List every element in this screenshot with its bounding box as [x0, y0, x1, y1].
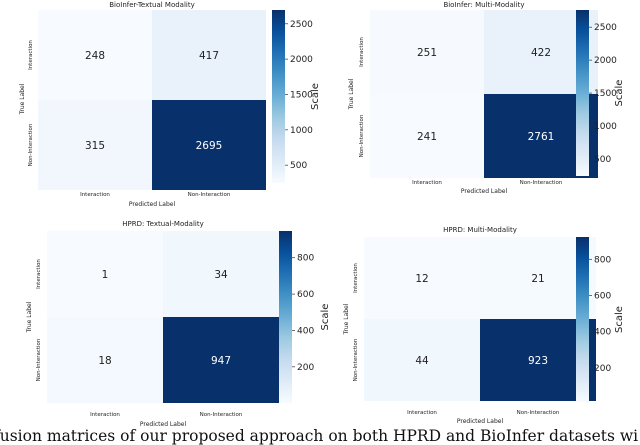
cell-value-label: 417 — [199, 50, 219, 62]
y-tick-label: Interaction — [353, 263, 359, 293]
colorbar-tick-label: 2500 — [594, 23, 617, 33]
colorbar-tick-label: 800 — [594, 255, 611, 265]
x-axis-label: Predicted Label — [129, 201, 176, 208]
heatmap-cell — [370, 10, 484, 94]
colorbar-tick-label: 500 — [594, 155, 611, 165]
y-tick-label: Interaction — [36, 259, 42, 289]
panel-title: BioInfer: Multi-Modality — [443, 1, 524, 9]
colorbar-tick-label: 800 — [297, 254, 314, 264]
panel-title: HPRD: Textual-Modality — [122, 220, 204, 228]
panel-title: HPRD: Multi-Modality — [443, 226, 517, 234]
heatmap-cell — [47, 231, 163, 317]
colorbar-tick-label: 1500 — [594, 89, 617, 99]
colorbar-tick-label: 1000 — [594, 122, 617, 132]
y-tick-label: Interaction — [359, 37, 365, 67]
colorbar-label: Scale — [320, 304, 331, 331]
cell-value-label: 2695 — [196, 140, 223, 152]
cell-value-label: 422 — [531, 47, 551, 59]
confusion-matrix-panel-3: HPRD: Textual-Modality 1 34 18 947 Interactio… — [26, 220, 331, 428]
y-tick-label: Non-Interaction — [353, 338, 359, 381]
cell-value-label: 315 — [85, 140, 105, 152]
x-tick-label: Interaction — [90, 412, 120, 418]
y-axis-label: True Label — [19, 83, 26, 115]
heatmap-cell — [38, 10, 152, 100]
heatmap-cell — [38, 100, 152, 190]
cell-value-label: 34 — [214, 269, 228, 281]
heatmap-cell — [152, 10, 266, 100]
heatmap-cell — [47, 317, 163, 403]
colorbar-tick-label: 2000 — [290, 55, 313, 65]
heatmap-cell — [163, 231, 279, 317]
cell-value-label: 44 — [415, 355, 429, 367]
x-axis-label: Predicted Label — [457, 418, 504, 425]
cell-value-label: 12 — [415, 273, 428, 285]
colorbar — [279, 231, 292, 403]
y-tick-label: Non-Interaction — [359, 114, 365, 157]
colorbar-tick-label: 400 — [297, 326, 314, 336]
colorbar — [272, 10, 285, 183]
colorbar-tick-label: 600 — [594, 292, 611, 302]
heatmap-cell — [152, 100, 266, 190]
figure-caption: fusion matrices of our proposed approach… — [0, 428, 639, 445]
colorbar-tick-label: 1500 — [290, 90, 313, 100]
confusion-matrix-panel-2: BioInfer: Multi-Modality 251 422 241 2761 Int… — [348, 1, 625, 195]
cell-value-label: 21 — [531, 273, 544, 285]
colorbar-tick-label: 600 — [297, 290, 314, 300]
cell-value-label: 2761 — [528, 131, 555, 143]
confusion-matrix-panel-1: BioInfer-Textual Modality 248 417 315 2695 In… — [19, 1, 321, 208]
y-axis-label: True Label — [343, 303, 350, 335]
y-axis-label: True Label — [26, 301, 33, 333]
x-tick-label: Interaction — [407, 410, 437, 416]
cell-value-label: 923 — [528, 355, 548, 367]
colorbar-tick-label: 200 — [594, 364, 611, 374]
colorbar-label: Scale — [310, 83, 321, 110]
y-tick-label: Interaction — [28, 40, 34, 70]
x-tick-label: Non-Interaction — [517, 410, 560, 416]
x-axis-label: Predicted Label — [461, 188, 508, 195]
colorbar-tick-label: 2000 — [594, 56, 617, 66]
confusion-matrix-panel-4: HPRD: Multi-Modality 12 21 44 923 Interaction… — [343, 226, 625, 425]
colorbar — [576, 10, 589, 176]
colorbar-tick-label: 1000 — [290, 126, 313, 136]
x-tick-label: Non-Interaction — [200, 412, 243, 418]
x-tick-label: Non-Interaction — [188, 192, 231, 198]
heatmap-cell — [163, 317, 279, 403]
cell-value-label: 947 — [211, 355, 231, 367]
heatmap-cell — [370, 94, 484, 178]
x-axis-label: Predicted Label — [140, 421, 187, 428]
y-tick-label: Non-Interaction — [36, 338, 42, 381]
colorbar — [576, 237, 589, 402]
y-tick-label: Non-Interaction — [28, 123, 34, 166]
cell-value-label: 248 — [85, 50, 105, 62]
colorbar-tick-label: 200 — [297, 363, 314, 373]
cell-value-label: 18 — [98, 355, 111, 367]
colorbar-tick-label: 500 — [290, 161, 307, 171]
colorbar-label: Scale — [614, 306, 625, 333]
x-tick-label: Interaction — [412, 180, 442, 186]
y-axis-label: True Label — [348, 78, 355, 110]
cell-value-label: 251 — [417, 47, 437, 59]
colorbar-tick-label: 400 — [594, 328, 611, 338]
x-tick-label: Interaction — [80, 192, 110, 198]
cell-value-label: 1 — [102, 269, 109, 281]
heatmap-cell — [364, 237, 480, 319]
cell-value-label: 241 — [417, 131, 437, 143]
heatmap-cell — [364, 319, 480, 401]
colorbar-tick-label: 2500 — [290, 20, 313, 30]
panel-title: BioInfer-Textual Modality — [109, 1, 195, 9]
x-tick-label: Non-Interaction — [520, 180, 563, 186]
colorbar-label: Scale — [614, 80, 625, 107]
